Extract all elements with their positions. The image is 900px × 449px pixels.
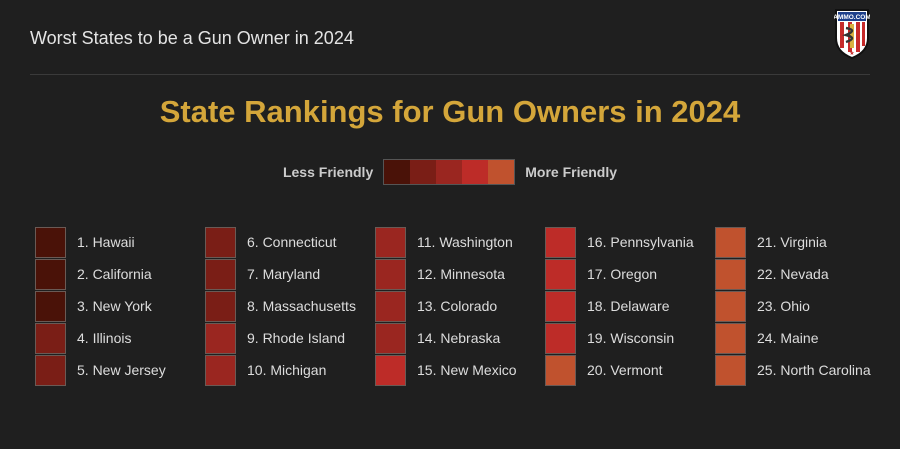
legend-left-label: Less Friendly [282, 164, 374, 180]
legend-swatch [488, 160, 515, 184]
state-label: 24. Maine [757, 330, 819, 346]
state-color-swatch [715, 290, 746, 322]
state-row: 24. Maine [715, 322, 871, 354]
state-label: 20. Vermont [587, 362, 663, 378]
state-row: 13. Colorado [375, 290, 517, 322]
state-color-swatch [715, 226, 746, 258]
state-row: 8. Massachusetts [205, 290, 356, 322]
state-color-swatch [545, 258, 576, 290]
state-label: 23. Ohio [757, 298, 810, 314]
divider [30, 74, 870, 75]
legend: Less Friendly More Friendly [0, 159, 900, 185]
state-row: 4. Illinois [35, 322, 166, 354]
state-color-swatch [375, 290, 406, 322]
state-label: 11. Washington [417, 234, 513, 250]
state-label: 14. Nebraska [417, 330, 501, 346]
state-color-swatch [545, 354, 576, 386]
state-label: 6. Connecticut [247, 234, 337, 250]
state-row: 10. Michigan [205, 354, 356, 386]
state-color-swatch [375, 354, 406, 386]
state-row: 15. New Mexico [375, 354, 517, 386]
state-color-swatch [715, 258, 746, 290]
legend-color-scale [383, 159, 516, 185]
state-label: 3. New York [77, 298, 152, 314]
state-row: 19. Wisconsin [545, 322, 694, 354]
legend-swatch [462, 160, 489, 184]
state-label: 4. Illinois [77, 330, 132, 346]
state-label: 5. New Jersey [77, 362, 166, 378]
state-row: 14. Nebraska [375, 322, 517, 354]
state-color-swatch [35, 290, 66, 322]
state-label: 9. Rhode Island [247, 330, 346, 346]
state-label: 17. Oregon [587, 266, 658, 282]
state-color-swatch [715, 322, 746, 354]
state-label: 1. Hawaii [77, 234, 135, 250]
state-row: 6. Connecticut [205, 226, 356, 258]
legend-swatch [410, 160, 437, 184]
state-label: 13. Colorado [417, 298, 498, 314]
state-label: 10. Michigan [247, 362, 327, 378]
state-row: 3. New York [35, 290, 166, 322]
state-label: 2. California [77, 266, 152, 282]
ranking-column: 6. Connecticut 7. Maryland 8. Massachusett… [205, 226, 356, 386]
state-row: 22. Nevada [715, 258, 871, 290]
svg-text:★: ★ [849, 50, 854, 57]
header-title: Worst States to be a Gun Owner in 2024 [30, 28, 354, 48]
ranking-column: 16. Pennsylvania 17. Oregon 18. Delaware 19… [545, 226, 694, 386]
state-row: 5. New Jersey [35, 354, 166, 386]
ranking-column: 1. Hawaii 2. California 3. New York 4. Illi… [35, 226, 166, 386]
state-label: 7. Maryland [247, 266, 321, 282]
state-label: 12. Minnesota [417, 266, 505, 282]
state-label: 22. Nevada [757, 266, 829, 282]
state-row: 18. Delaware [545, 290, 694, 322]
state-color-swatch [375, 322, 406, 354]
state-color-swatch [545, 290, 576, 322]
state-color-swatch [715, 354, 746, 386]
state-color-swatch [35, 322, 66, 354]
state-row: 1. Hawaii [35, 226, 166, 258]
legend-swatch [384, 160, 411, 184]
ranking-column: 21. Virginia 22. Nevada 23. Ohio 24. Maine 2… [715, 226, 871, 386]
ranking-column: 11. Washington 12. Minnesota 13. Colorado 1… [375, 226, 517, 386]
state-color-swatch [545, 226, 576, 258]
chart-title: State Rankings for Gun Owners in 2024 [159, 94, 741, 129]
state-row: 11. Washington [375, 226, 517, 258]
state-row: 20. Vermont [545, 354, 694, 386]
state-color-swatch [375, 226, 406, 258]
state-row: 21. Virginia [715, 226, 871, 258]
state-row: 23. Ohio [715, 290, 871, 322]
ammo-com-logo: AMMO.COM ★ [833, 8, 871, 65]
state-row: 25. North Carolina [715, 354, 871, 386]
state-label: 16. Pennsylvania [587, 234, 694, 250]
state-label: 19. Wisconsin [587, 330, 675, 346]
state-color-swatch [205, 258, 236, 290]
state-color-swatch [35, 258, 66, 290]
state-color-swatch [205, 290, 236, 322]
svg-text:AMMO.COM: AMMO.COM [834, 14, 870, 21]
legend-right-label: More Friendly [525, 164, 618, 180]
state-row: 17. Oregon [545, 258, 694, 290]
state-row: 16. Pennsylvania [545, 226, 694, 258]
state-color-swatch [205, 322, 236, 354]
state-row: 2. California [35, 258, 166, 290]
state-row: 9. Rhode Island [205, 322, 356, 354]
state-color-swatch [35, 354, 66, 386]
state-label: 25. North Carolina [757, 362, 871, 378]
state-color-swatch [35, 226, 66, 258]
state-row: 7. Maryland [205, 258, 356, 290]
state-label: 18. Delaware [587, 298, 670, 314]
state-label: 21. Virginia [757, 234, 827, 250]
state-color-swatch [375, 258, 406, 290]
state-row: 12. Minnesota [375, 258, 517, 290]
legend-swatch [436, 160, 463, 184]
state-color-swatch [545, 322, 576, 354]
state-color-swatch [205, 226, 236, 258]
state-label: 8. Massachusetts [247, 298, 356, 314]
state-color-swatch [205, 354, 236, 386]
state-label: 15. New Mexico [417, 362, 517, 378]
